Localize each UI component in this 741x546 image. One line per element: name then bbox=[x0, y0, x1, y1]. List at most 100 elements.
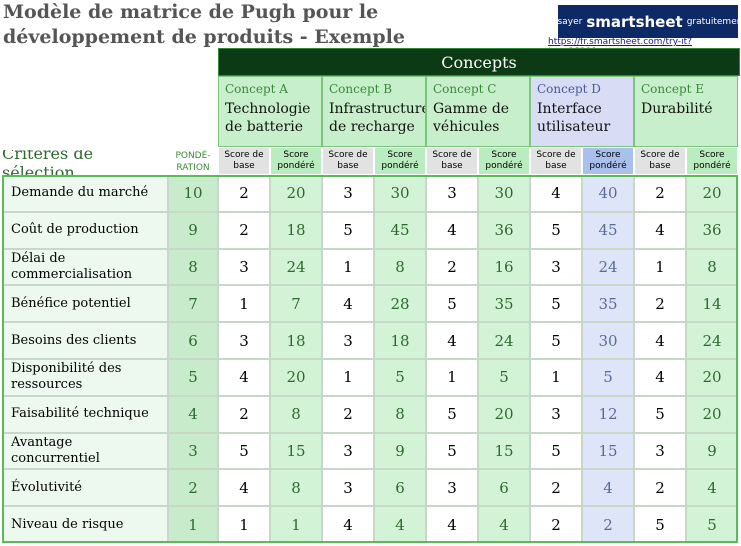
base-score: 1 bbox=[218, 285, 270, 323]
base-header: Score de base bbox=[634, 147, 686, 175]
concept-label: Concept C bbox=[433, 82, 497, 96]
weighted-score: 20 bbox=[686, 359, 738, 396]
base-score: 2 bbox=[634, 285, 686, 323]
base-score: 3 bbox=[426, 469, 478, 507]
base-score: 3 bbox=[530, 395, 582, 433]
criterion: Faisabilité technique bbox=[2, 395, 168, 433]
criterion: Disponibilité des ressources bbox=[2, 359, 168, 396]
base-score: 2 bbox=[322, 395, 374, 433]
weighted-score: 36 bbox=[478, 211, 530, 249]
weighted-score: 15 bbox=[270, 432, 322, 470]
base-score: 5 bbox=[322, 211, 374, 249]
weighted-score: 6 bbox=[478, 469, 530, 507]
weighted-score: 20 bbox=[270, 359, 322, 396]
base-score: 3 bbox=[322, 469, 374, 507]
weighted-score: 30 bbox=[582, 322, 634, 359]
banner-text: gratuitement. bbox=[686, 16, 741, 27]
base-score: 5 bbox=[530, 322, 582, 359]
weighted-score: 24 bbox=[582, 248, 634, 286]
base-header: Score de base bbox=[322, 147, 374, 175]
concept-header: Concept C Gamme de véhicules bbox=[426, 76, 530, 147]
weighted-score: 5 bbox=[478, 359, 530, 396]
weighted-header: Score pondéré bbox=[686, 147, 738, 175]
base-score: 3 bbox=[322, 322, 374, 359]
weighted-score: 35 bbox=[478, 285, 530, 323]
weight: 4 bbox=[168, 395, 218, 433]
base-score: 3 bbox=[634, 432, 686, 470]
weighted-score: 18 bbox=[270, 211, 322, 249]
base-score: 1 bbox=[634, 248, 686, 286]
weighted-header: Score pondéré bbox=[270, 147, 322, 175]
base-score: 4 bbox=[218, 469, 270, 507]
criterion: Demande du marché bbox=[2, 175, 168, 212]
base-score: 5 bbox=[634, 395, 686, 433]
concept-name: Gamme de véhicules bbox=[433, 101, 510, 135]
base-score: 5 bbox=[634, 506, 686, 543]
weighted-score: 24 bbox=[686, 322, 738, 359]
base-score: 3 bbox=[322, 175, 374, 212]
base-score: 4 bbox=[322, 285, 374, 323]
criterion: Coût de production bbox=[2, 211, 168, 249]
weighted-score: 28 bbox=[374, 285, 426, 323]
weighted-score: 16 bbox=[478, 248, 530, 286]
criterion: Bénéfice potentiel bbox=[2, 285, 168, 323]
base-score: 3 bbox=[322, 432, 374, 470]
base-score: 3 bbox=[218, 248, 270, 286]
weight-header: PONDÉ-RATION bbox=[175, 151, 211, 173]
base-score: 1 bbox=[426, 359, 478, 396]
base-score: 1 bbox=[530, 359, 582, 396]
base-score: 5 bbox=[530, 285, 582, 323]
title: Modèle de matrice de Pugh pour le dévelo… bbox=[3, 1, 405, 48]
concept-label: Concept B bbox=[329, 82, 393, 96]
base-score: 4 bbox=[322, 506, 374, 543]
weighted-score: 4 bbox=[686, 469, 738, 507]
banner-brand: smartsheet bbox=[586, 12, 683, 31]
weighted-score: 24 bbox=[478, 322, 530, 359]
weight: 2 bbox=[168, 469, 218, 507]
criterion: Niveau de risque bbox=[2, 506, 168, 543]
criteria-header: Critères de sélection bbox=[2, 150, 94, 175]
weighted-score: 6 bbox=[374, 469, 426, 507]
base-score: 4 bbox=[530, 175, 582, 212]
concept-name: Infrastructure de recharge bbox=[329, 101, 426, 135]
weighted-score: 4 bbox=[374, 506, 426, 543]
base-score: 1 bbox=[322, 248, 374, 286]
weighted-score: 4 bbox=[478, 506, 530, 543]
weight: 8 bbox=[168, 248, 218, 286]
base-score: 4 bbox=[634, 322, 686, 359]
weighted-score: 7 bbox=[270, 285, 322, 323]
weighted-score: 45 bbox=[582, 211, 634, 249]
base-score: 2 bbox=[530, 506, 582, 543]
weighted-score: 15 bbox=[582, 432, 634, 470]
weighted-score: 1 bbox=[270, 506, 322, 543]
weight: 7 bbox=[168, 285, 218, 323]
base-score: 5 bbox=[426, 432, 478, 470]
base-score: 2 bbox=[218, 395, 270, 433]
weighted-score: 20 bbox=[270, 175, 322, 212]
weight: 6 bbox=[168, 322, 218, 359]
weighted-score: 30 bbox=[374, 175, 426, 212]
try-banner[interactable]: Essayer smartsheet gratuitement. bbox=[547, 5, 741, 38]
concept-header: Concept B Infrastructure de recharge bbox=[322, 76, 426, 147]
weighted-score: 24 bbox=[270, 248, 322, 286]
base-score: 5 bbox=[426, 395, 478, 433]
weighted-score: 45 bbox=[374, 211, 426, 249]
weight: 10 bbox=[168, 175, 218, 212]
concept-label: Concept A bbox=[225, 82, 288, 96]
base-score: 3 bbox=[426, 175, 478, 212]
weighted-score: 9 bbox=[374, 432, 426, 470]
weighted-header: Score pondéré bbox=[374, 147, 426, 175]
weight: 1 bbox=[168, 506, 218, 543]
base-score: 2 bbox=[530, 469, 582, 507]
base-score: 2 bbox=[426, 248, 478, 286]
weighted-score: 40 bbox=[582, 175, 634, 212]
concept-name: Durabilité bbox=[641, 101, 713, 117]
concept-header: Concept E Durabilité bbox=[634, 76, 738, 147]
concept-header: Concept D Interface utilisateur bbox=[530, 76, 634, 147]
base-score: 4 bbox=[426, 322, 478, 359]
base-score: 3 bbox=[530, 248, 582, 286]
base-score: 4 bbox=[426, 211, 478, 249]
base-score: 1 bbox=[218, 506, 270, 543]
criterion: Délai de commercialisation bbox=[2, 248, 168, 286]
